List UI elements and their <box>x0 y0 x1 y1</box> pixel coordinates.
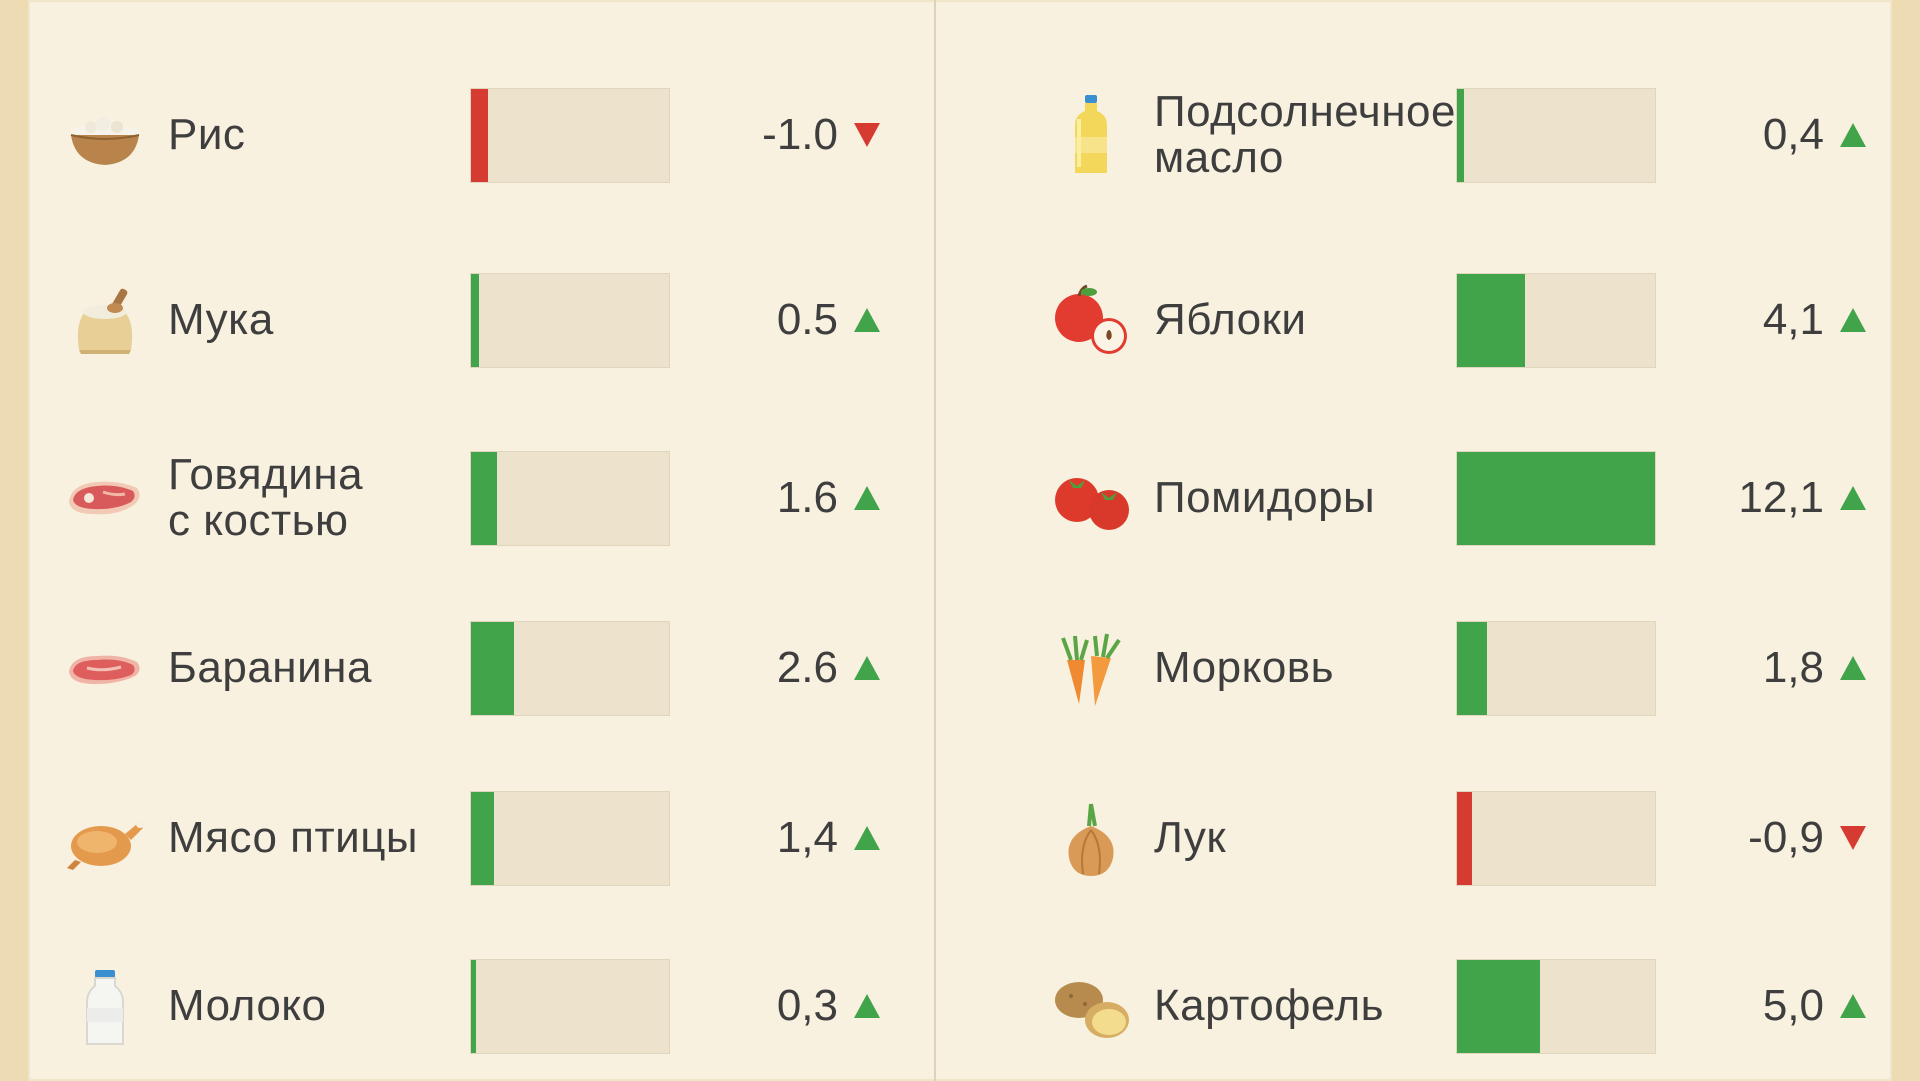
bar <box>471 622 514 715</box>
value-label: 0,3 <box>776 981 838 1030</box>
bar <box>471 960 476 1053</box>
item-label: Картофель <box>1154 981 1385 1030</box>
value-label: 0.5 <box>776 295 838 344</box>
roast-chicken-icon <box>63 796 147 880</box>
bar <box>1457 452 1655 545</box>
item-label: Лук <box>1154 813 1227 862</box>
bar-track <box>470 791 670 886</box>
value-label: -1.0 <box>762 110 838 159</box>
bar <box>471 89 488 182</box>
oil-bottle-icon <box>1049 93 1133 177</box>
value-label: 0,4 <box>1762 110 1824 159</box>
item-label: Баранина <box>168 643 372 692</box>
trend-down-icon <box>853 121 881 149</box>
bar-track <box>470 621 670 716</box>
rice-bowl-icon <box>63 93 147 177</box>
beef-steak-icon <box>63 456 147 540</box>
item-label: Помидоры <box>1154 473 1376 522</box>
bar <box>471 792 495 885</box>
trend-up-icon <box>1839 121 1867 149</box>
trend-up-icon <box>1839 306 1867 334</box>
trend-up-icon <box>853 484 881 512</box>
trend-up-icon <box>853 992 881 1020</box>
value-label: 2.6 <box>776 643 838 692</box>
bar-track <box>470 273 670 368</box>
potato-icon <box>1049 964 1133 1048</box>
apple-icon <box>1049 278 1133 362</box>
item-label: Яблоки <box>1154 295 1307 344</box>
tomato-icon <box>1049 456 1133 540</box>
trend-up-icon <box>853 654 881 682</box>
bar <box>1457 960 1540 1053</box>
item-label: Подсолнечное масло <box>1154 87 1456 182</box>
bar-track <box>470 451 670 546</box>
bar-track <box>1456 88 1656 183</box>
trend-up-icon <box>853 306 881 334</box>
trend-up-icon <box>853 824 881 852</box>
value-label: 1,4 <box>776 813 838 862</box>
trend-down-icon <box>1839 824 1867 852</box>
item-label: Говядина с костью <box>168 450 364 545</box>
bar-track <box>470 959 670 1054</box>
value-label: 1.6 <box>776 473 838 522</box>
value-label: 1,8 <box>1762 643 1824 692</box>
flour-sack-icon <box>63 278 147 362</box>
carrot-icon <box>1049 626 1133 710</box>
bar-track <box>470 88 670 183</box>
value-label: 4,1 <box>1762 295 1824 344</box>
bar-track <box>1456 273 1656 368</box>
item-label: Морковь <box>1154 643 1335 692</box>
bar-track <box>1456 621 1656 716</box>
bar-track <box>1456 451 1656 546</box>
bar-track <box>1456 791 1656 886</box>
column-divider <box>934 0 936 1081</box>
value-label: 12,1 <box>1738 473 1824 522</box>
item-label: Мука <box>168 295 274 344</box>
value-label: -0,9 <box>1748 813 1824 862</box>
infographic-panel: Рис -1.0 Мука 0.5 Говядина с костью 1.6 Барани… <box>28 0 1892 1081</box>
bar <box>1457 622 1487 715</box>
trend-up-icon <box>1839 484 1867 512</box>
item-label: Рис <box>168 110 246 159</box>
trend-up-icon <box>1839 654 1867 682</box>
bar <box>1457 89 1464 182</box>
bar-track <box>1456 959 1656 1054</box>
onion-icon <box>1049 796 1133 880</box>
bar <box>1457 792 1472 885</box>
lamb-meat-icon <box>63 626 147 710</box>
trend-up-icon <box>1839 992 1867 1020</box>
bar <box>471 274 480 367</box>
bar <box>1457 274 1525 367</box>
value-label: 5,0 <box>1762 981 1824 1030</box>
item-label: Молоко <box>168 981 327 1030</box>
milk-bottle-icon <box>63 964 147 1048</box>
item-label: Мясо птицы <box>168 813 419 862</box>
bar <box>471 452 498 545</box>
